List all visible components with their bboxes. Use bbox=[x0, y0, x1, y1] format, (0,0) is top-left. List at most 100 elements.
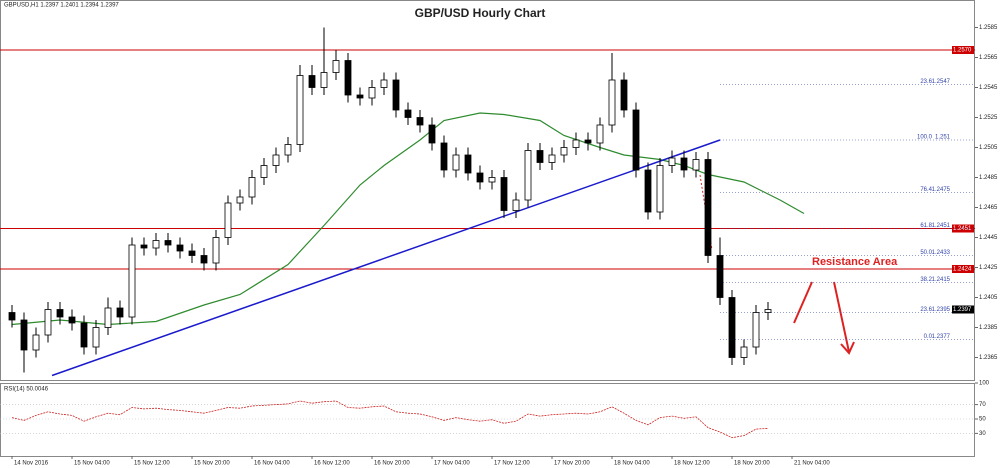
x-tick-label: 15 Nov 20:00 bbox=[194, 461, 230, 467]
x-tick-label: 17 Nov 20:00 bbox=[554, 461, 590, 467]
candle-body bbox=[392, 79, 400, 111]
y-tick-label: 1.2545 bbox=[979, 85, 998, 91]
x-tick-label: 15 Nov 12:00 bbox=[134, 461, 170, 467]
fib-level: 38.2 bbox=[920, 277, 932, 283]
y-tick-label: 1.2565 bbox=[979, 55, 998, 61]
candle-body bbox=[596, 124, 604, 144]
candle-body bbox=[476, 172, 484, 183]
last-price: 1.2397 bbox=[953, 307, 972, 313]
candle-body bbox=[260, 165, 268, 178]
rsi-tick-label: 70 bbox=[979, 402, 986, 408]
candle-body bbox=[224, 202, 232, 238]
candle-body bbox=[620, 79, 628, 111]
candle-body bbox=[560, 147, 568, 156]
candle-body bbox=[404, 109, 412, 118]
candle-body bbox=[164, 240, 172, 246]
candle-body bbox=[608, 79, 616, 126]
candle-body bbox=[44, 309, 52, 336]
candle-body bbox=[248, 177, 256, 198]
x-tick-label: 16 Nov 04:00 bbox=[254, 461, 290, 467]
candle-body bbox=[512, 199, 520, 211]
x-tick-label: 16 Nov 12:00 bbox=[314, 461, 350, 467]
y-tick-label: 1.2505 bbox=[979, 145, 998, 151]
candle-body bbox=[56, 309, 64, 318]
level-label: 1.2570 bbox=[953, 48, 972, 54]
candle-body bbox=[344, 60, 352, 96]
x-tick-label: 17 Nov 12:00 bbox=[494, 461, 530, 467]
y-tick-label: 1.2365 bbox=[979, 355, 998, 361]
candle-body bbox=[104, 307, 112, 328]
rsi-frame bbox=[0, 383, 975, 457]
candle-body bbox=[416, 117, 424, 126]
y-tick-label: 1.2525 bbox=[979, 115, 998, 121]
candle-body bbox=[368, 87, 376, 99]
candle-body bbox=[92, 327, 100, 348]
y-tick-label: 1.2585 bbox=[979, 25, 998, 31]
annotation: Resistance Area bbox=[812, 256, 898, 268]
candle-body bbox=[152, 240, 160, 249]
fib-price: 1.2475 bbox=[932, 187, 951, 193]
y-tick-label: 1.2425 bbox=[979, 265, 998, 271]
rsi-label: RSI(14) 50.0046 bbox=[4, 387, 49, 393]
y-tick-label: 1.2485 bbox=[979, 175, 998, 181]
rsi-tick-label: 30 bbox=[979, 431, 986, 437]
x-tick-label: 17 Nov 04:00 bbox=[434, 461, 470, 467]
candle-body bbox=[140, 244, 148, 249]
arrow-head bbox=[840, 341, 855, 355]
x-tick-label: 14 Nov 2016 bbox=[14, 461, 49, 467]
fib-level: 100.0 bbox=[917, 135, 933, 141]
level-box bbox=[952, 46, 974, 54]
candle-body bbox=[176, 244, 184, 252]
rsi-line bbox=[11, 400, 769, 439]
x-tick-label: 18 Nov 12:00 bbox=[674, 461, 710, 467]
candle-body bbox=[188, 250, 196, 256]
candle-body bbox=[500, 177, 508, 211]
candle-body bbox=[428, 124, 436, 144]
candle-body bbox=[236, 196, 244, 204]
candle-body bbox=[704, 159, 712, 256]
candle-body bbox=[464, 154, 472, 174]
candle-body bbox=[320, 72, 328, 88]
candle-body bbox=[8, 312, 16, 321]
candle-body bbox=[740, 346, 748, 358]
candle-body bbox=[668, 157, 676, 166]
candle-body bbox=[332, 60, 340, 73]
last-price-box bbox=[952, 305, 974, 314]
candle-body bbox=[632, 109, 640, 171]
fib-price: 1.2451 bbox=[932, 223, 951, 229]
main-frame bbox=[0, 0, 975, 381]
candle-body bbox=[572, 139, 580, 148]
candle-body bbox=[20, 319, 28, 351]
x-tick-label: 18 Nov 04:00 bbox=[614, 461, 650, 467]
arrow-down bbox=[833, 281, 850, 353]
y-tick-label: 1.2445 bbox=[979, 235, 998, 241]
chart-title: GBP/USD Hourly Chart bbox=[415, 6, 546, 20]
level-label: 1.2424 bbox=[953, 267, 972, 273]
fib-level: 50.0 bbox=[920, 250, 932, 256]
candle-body bbox=[80, 322, 88, 348]
candle-body bbox=[584, 139, 592, 144]
header-info: GBPUSD,H1 1.2397 1.2401 1.2394 1.2397 bbox=[4, 3, 119, 9]
candle-body bbox=[644, 169, 652, 213]
candle-body bbox=[680, 157, 688, 171]
candle-body bbox=[116, 307, 124, 318]
fib-price: 1.251 bbox=[935, 135, 951, 141]
candle-body bbox=[656, 165, 664, 213]
candle-body bbox=[212, 237, 220, 264]
candle-body bbox=[488, 177, 496, 183]
candle-body bbox=[752, 312, 760, 348]
level-box bbox=[952, 265, 974, 273]
candle-body bbox=[68, 316, 76, 324]
fib-level: 23.6 bbox=[920, 307, 932, 313]
candle-body bbox=[380, 79, 388, 88]
trend-line bbox=[51, 139, 721, 377]
candle-body bbox=[308, 75, 316, 88]
y-tick-label: 1.2385 bbox=[979, 325, 998, 331]
candle-body bbox=[272, 154, 280, 166]
candle-body bbox=[284, 144, 292, 156]
level-label: 1.2451 bbox=[953, 226, 972, 232]
rsi-tick-label: 100 bbox=[979, 381, 990, 387]
fib-price: 1.2415 bbox=[932, 277, 951, 283]
rsi-tick-label: 50 bbox=[979, 417, 986, 423]
